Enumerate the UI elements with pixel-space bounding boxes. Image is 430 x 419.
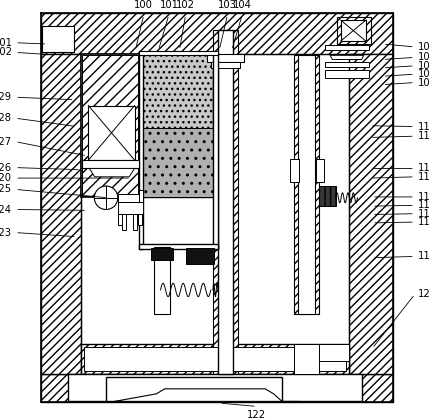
Bar bbox=[81, 344, 349, 374]
Text: 104: 104 bbox=[233, 0, 252, 10]
Bar bbox=[298, 55, 315, 314]
Bar bbox=[186, 248, 214, 264]
Bar bbox=[41, 54, 81, 374]
Text: 112: 112 bbox=[418, 131, 430, 141]
Bar bbox=[139, 244, 218, 249]
Bar bbox=[294, 55, 319, 314]
Bar bbox=[341, 20, 366, 41]
Bar bbox=[68, 374, 362, 401]
Bar bbox=[122, 214, 126, 230]
Text: 106: 106 bbox=[418, 52, 430, 62]
Bar bbox=[118, 214, 123, 225]
Text: 105: 105 bbox=[418, 42, 430, 52]
Text: 121: 121 bbox=[418, 289, 430, 299]
Text: 126: 126 bbox=[0, 163, 12, 173]
Bar bbox=[319, 186, 336, 206]
Text: 119: 119 bbox=[418, 251, 430, 261]
Text: 100: 100 bbox=[134, 0, 153, 10]
Bar bbox=[325, 70, 369, 78]
Bar bbox=[349, 54, 393, 374]
Circle shape bbox=[94, 186, 118, 210]
Text: 111: 111 bbox=[418, 122, 430, 132]
Bar bbox=[337, 17, 371, 44]
Text: 120: 120 bbox=[0, 173, 12, 183]
Text: 108: 108 bbox=[418, 69, 430, 79]
Text: 128: 128 bbox=[0, 113, 12, 123]
Bar bbox=[151, 248, 173, 260]
Text: 122: 122 bbox=[247, 410, 267, 419]
Bar bbox=[118, 202, 143, 214]
Bar bbox=[319, 344, 349, 361]
Bar bbox=[82, 55, 138, 196]
Bar bbox=[43, 26, 74, 52]
Bar bbox=[213, 54, 218, 249]
Bar bbox=[84, 347, 346, 371]
Text: 117: 117 bbox=[418, 209, 430, 219]
Text: 127: 127 bbox=[0, 137, 12, 147]
Bar bbox=[139, 190, 143, 205]
Text: 114: 114 bbox=[418, 172, 430, 182]
Bar bbox=[89, 106, 135, 160]
Bar bbox=[106, 377, 282, 401]
Bar bbox=[207, 54, 244, 62]
Bar bbox=[138, 214, 142, 225]
Polygon shape bbox=[330, 55, 364, 59]
Text: 129: 129 bbox=[0, 92, 12, 102]
Polygon shape bbox=[114, 389, 282, 401]
Text: 123: 123 bbox=[0, 228, 12, 238]
Bar bbox=[118, 194, 140, 202]
Bar bbox=[211, 62, 240, 68]
Bar bbox=[154, 247, 170, 314]
Text: 103: 103 bbox=[218, 0, 237, 10]
Bar bbox=[81, 54, 215, 197]
Text: 116: 116 bbox=[418, 200, 430, 210]
Text: 115: 115 bbox=[418, 192, 430, 202]
Bar bbox=[294, 344, 319, 374]
Bar bbox=[82, 160, 139, 168]
Bar bbox=[218, 30, 233, 374]
Text: 102: 102 bbox=[176, 0, 195, 10]
Bar bbox=[139, 128, 213, 197]
Text: 125: 125 bbox=[0, 184, 12, 194]
Bar bbox=[316, 159, 324, 182]
Bar bbox=[290, 159, 299, 182]
Bar bbox=[139, 54, 213, 197]
Polygon shape bbox=[89, 168, 135, 177]
Text: 124: 124 bbox=[0, 204, 12, 215]
Text: 101: 101 bbox=[160, 0, 178, 10]
Bar bbox=[41, 13, 393, 54]
Text: 109: 109 bbox=[418, 78, 430, 88]
Text: 202: 202 bbox=[0, 47, 12, 57]
Bar bbox=[133, 214, 137, 230]
Text: 113: 113 bbox=[418, 163, 430, 173]
Bar bbox=[213, 30, 238, 374]
Text: 118: 118 bbox=[418, 217, 430, 227]
Text: 107: 107 bbox=[418, 61, 430, 71]
Bar bbox=[139, 54, 143, 249]
Bar bbox=[41, 374, 393, 402]
Bar bbox=[325, 45, 369, 50]
Text: 201: 201 bbox=[0, 38, 12, 48]
Bar bbox=[139, 51, 218, 55]
Bar bbox=[325, 62, 369, 67]
